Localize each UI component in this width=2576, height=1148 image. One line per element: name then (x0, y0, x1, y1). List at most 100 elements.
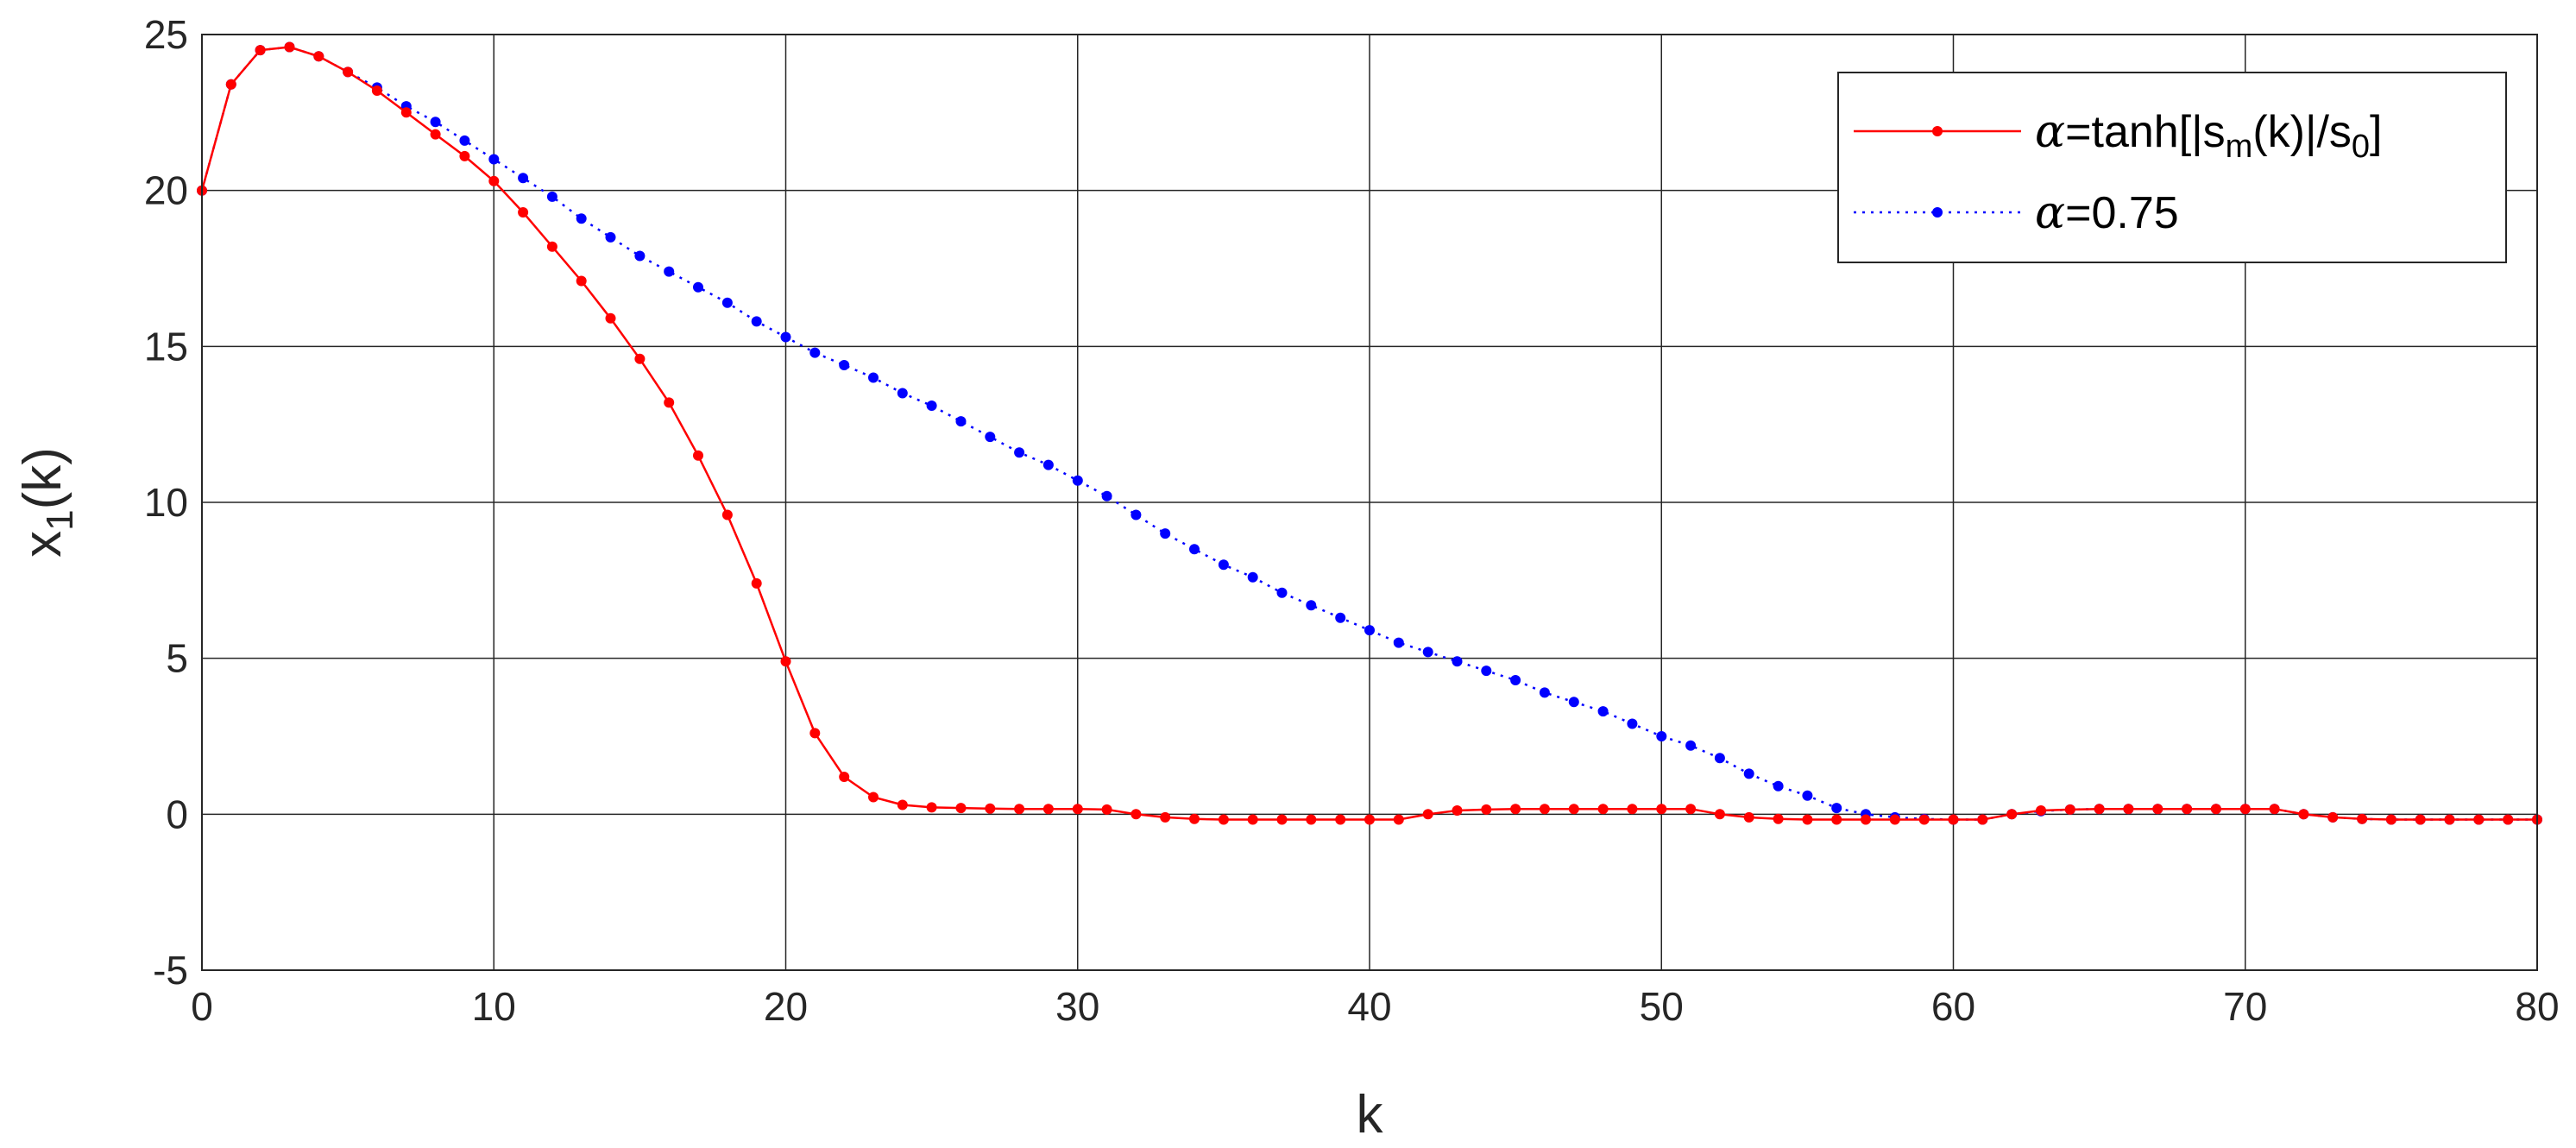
series-1-point (284, 41, 295, 53)
series-1-point (2152, 804, 2163, 815)
series-1-point (1831, 814, 1842, 825)
y-tick-label: -5 (153, 948, 188, 993)
series-2-point (1627, 718, 1638, 729)
series-1-point (488, 175, 500, 186)
series-2-point (1539, 687, 1550, 698)
series-1-point (1189, 813, 1200, 824)
series-1-point (2094, 804, 2105, 815)
series-2-point (985, 432, 996, 443)
series-1-point (721, 509, 733, 520)
series-1-point (1802, 814, 1813, 825)
y-axis-label: x1(k) (13, 447, 81, 558)
series-1-point (1364, 814, 1375, 825)
series-2-point (1452, 656, 1463, 667)
series-1-point (546, 241, 557, 252)
series-1-point (400, 107, 412, 118)
series-1-point (1101, 804, 1112, 815)
series-2-point (546, 191, 557, 202)
series-1-point (1714, 809, 1725, 820)
series-1-point (2036, 805, 2046, 816)
series-2-point (1743, 768, 1754, 779)
series-1-point (1393, 814, 1404, 825)
series-1-point (664, 397, 675, 408)
series-1-point (1481, 804, 1492, 815)
series-2-point (488, 154, 500, 165)
series-1-point (1160, 811, 1171, 823)
series-1-point (2385, 814, 2396, 825)
legend-text-part: (k)|/s (2252, 107, 2352, 157)
series-1-point (1042, 804, 1054, 815)
series-2-point (1510, 675, 1521, 685)
series-2-point (459, 135, 470, 146)
series-2-point (1685, 740, 1697, 751)
series-1-point (1568, 804, 1579, 815)
x-tick-label: 50 (1640, 984, 1684, 1029)
series-2-point (839, 360, 850, 370)
series-2-point (926, 401, 937, 411)
series-2-point (1364, 625, 1375, 636)
x-tick-label: 10 (472, 984, 516, 1029)
series-1-point (809, 728, 821, 739)
series-2-point (430, 117, 441, 128)
y-tick-label: 5 (166, 636, 188, 681)
series-1-point (343, 66, 354, 78)
legend-alpha-symbol: α (2035, 187, 2065, 239)
series-1 (197, 41, 2542, 825)
series-1-point (2210, 804, 2221, 815)
series-1-point (1889, 814, 1900, 825)
series-1-point (2123, 804, 2134, 815)
legend-label-series-2: α=0.75 (2035, 187, 2179, 239)
x-tick-label: 60 (1931, 984, 1975, 1029)
series-1-point (255, 45, 266, 56)
series-2-point (1656, 731, 1667, 741)
series-1-point (2239, 804, 2251, 815)
legend-box (1837, 72, 2507, 263)
legend-marker-series-1 (1932, 126, 1943, 136)
series-1-point (1656, 804, 1667, 815)
series-1-point (2415, 814, 2426, 825)
series-2-point (1101, 490, 1112, 501)
series-2-point (1714, 753, 1725, 764)
legend: α=tanh[|sm(k)|/s0] α=0.75 (1837, 72, 2507, 263)
series-1-point (634, 353, 646, 364)
x-tick-label: 70 (2223, 984, 2267, 1029)
y-tick-label: 25 (144, 12, 188, 57)
axes-box (201, 34, 2538, 971)
x-tick-label: 40 (1347, 984, 1391, 1029)
series-2-point (664, 266, 675, 277)
series-2-point (576, 213, 587, 224)
series-1-point (1422, 809, 1433, 820)
series-1-point (1685, 804, 1697, 815)
series-1-point (2327, 811, 2339, 823)
series-1-point (2503, 814, 2514, 825)
series-2-point (1247, 571, 1258, 583)
series-1-point (751, 577, 762, 589)
series-1-point (2269, 804, 2280, 815)
y-tick-label: 20 (144, 168, 188, 213)
series-1-point (1306, 814, 1317, 825)
series-1-point (1597, 804, 1609, 815)
series-1-point (1861, 814, 1871, 825)
series-2-point (1597, 706, 1609, 717)
series-2-point (1072, 475, 1083, 486)
series-1-point (605, 312, 616, 324)
series-1-point (2182, 804, 2193, 815)
series-2-point (634, 250, 646, 262)
series-1-point (2444, 814, 2455, 825)
series-1-point (1335, 814, 1346, 825)
series-1-point (926, 802, 937, 813)
series-2-point (1189, 544, 1200, 555)
series-2-point (1276, 587, 1288, 598)
series-2-point (1802, 790, 1813, 801)
series-1-point (576, 275, 587, 287)
series-2-point (721, 297, 733, 308)
series-2-point (605, 231, 616, 243)
series-2-point (780, 331, 791, 343)
series-1-point (1072, 804, 1083, 815)
y-tick-label: 10 (144, 480, 188, 525)
series-2-point (897, 388, 908, 399)
series-2-point (518, 173, 529, 184)
series-1-point (868, 792, 879, 803)
series-1-point (518, 207, 529, 218)
